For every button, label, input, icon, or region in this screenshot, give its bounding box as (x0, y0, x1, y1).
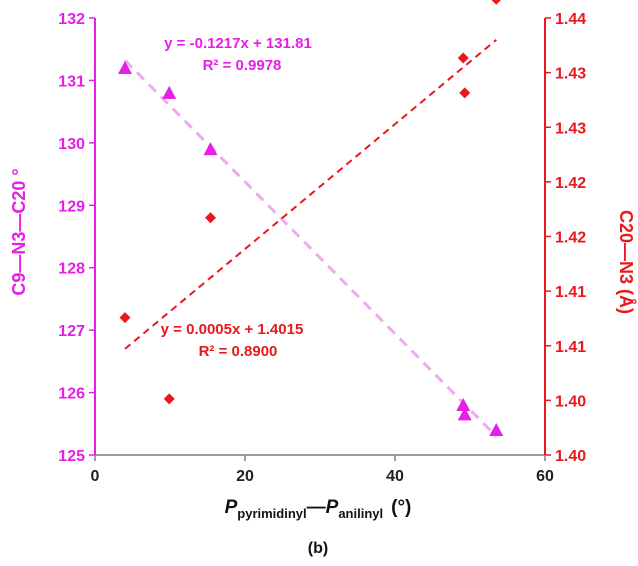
x-tick-label: 40 (386, 468, 404, 485)
y-right-tick-label: 1.43 (555, 120, 586, 137)
angle-point (456, 398, 471, 412)
y-left-tick-label: 125 (58, 448, 85, 465)
tick-labels: 125 126 127 128 129 130 131 132 1.40 1.40 1.41 1.41… (58, 11, 586, 485)
bond-length-point (163, 393, 175, 405)
x-label-dash: — (307, 497, 326, 518)
bond-length-point (457, 52, 469, 64)
left-equation: y = -0.1217x + 131.81 (164, 35, 312, 52)
y-right-tick-label: 1.41 (555, 339, 586, 356)
trendline-bond-length (124, 39, 497, 350)
y-right-tick-label: 1.43 (555, 66, 586, 83)
y-left-tick-label: 131 (58, 73, 85, 90)
y-right-tick-label: 1.41 (555, 284, 586, 301)
x-axis-label: Ppyrimidinyl—Panilinyl (°) (225, 497, 412, 521)
y-right-tick-label: 1.40 (555, 393, 586, 410)
figure-caption: (b) (308, 540, 328, 557)
y-axis-right-label: C20—N3 (Å) (616, 210, 636, 314)
y-left-tick-label: 127 (58, 323, 85, 340)
angle-point (162, 85, 177, 99)
y-left-tick-label: 126 (58, 386, 85, 403)
right-equation: y = 0.0005x + 1.4015 (161, 321, 304, 338)
x-tick-label: 0 (91, 468, 100, 485)
data-markers (118, 0, 504, 437)
y-left-tick-label: 132 (58, 11, 85, 28)
y-right-tick-label: 1.44 (555, 11, 586, 28)
bond-length-point (459, 87, 471, 99)
bond-length-point (491, 0, 502, 5)
trendlines (123, 39, 498, 438)
x-label-p2: P (326, 497, 339, 518)
x-tick-label: 60 (536, 468, 554, 485)
x-tick-label: 20 (236, 468, 254, 485)
y-left-tick-label: 128 (58, 261, 85, 278)
bond-length-point (119, 312, 131, 324)
angle-point (457, 407, 472, 421)
left-r2: R² = 0.9978 (203, 57, 282, 74)
y-axis-left-label: C9—N3—C20 ° (9, 168, 29, 295)
angle-point (118, 60, 132, 74)
trendline-angle (123, 59, 498, 438)
y-left-tick-label: 130 (58, 136, 85, 153)
x-label-p1: P (225, 497, 238, 518)
x-label-sub1: pyrimidinyl (237, 506, 306, 521)
angle-point (489, 423, 504, 437)
x-label-sub2: anilinyl (338, 506, 383, 521)
y-right-tick-label: 1.42 (555, 175, 586, 192)
axes (89, 17, 551, 461)
y-left-tick-label: 129 (58, 198, 85, 215)
bond-length-point (205, 212, 216, 224)
x-label-unit: (°) (391, 497, 411, 518)
y-right-tick-label: 1.42 (555, 230, 586, 247)
right-r2: R² = 0.8900 (199, 343, 278, 360)
angle-point (203, 142, 218, 156)
y-right-tick-label: 1.40 (555, 448, 586, 465)
